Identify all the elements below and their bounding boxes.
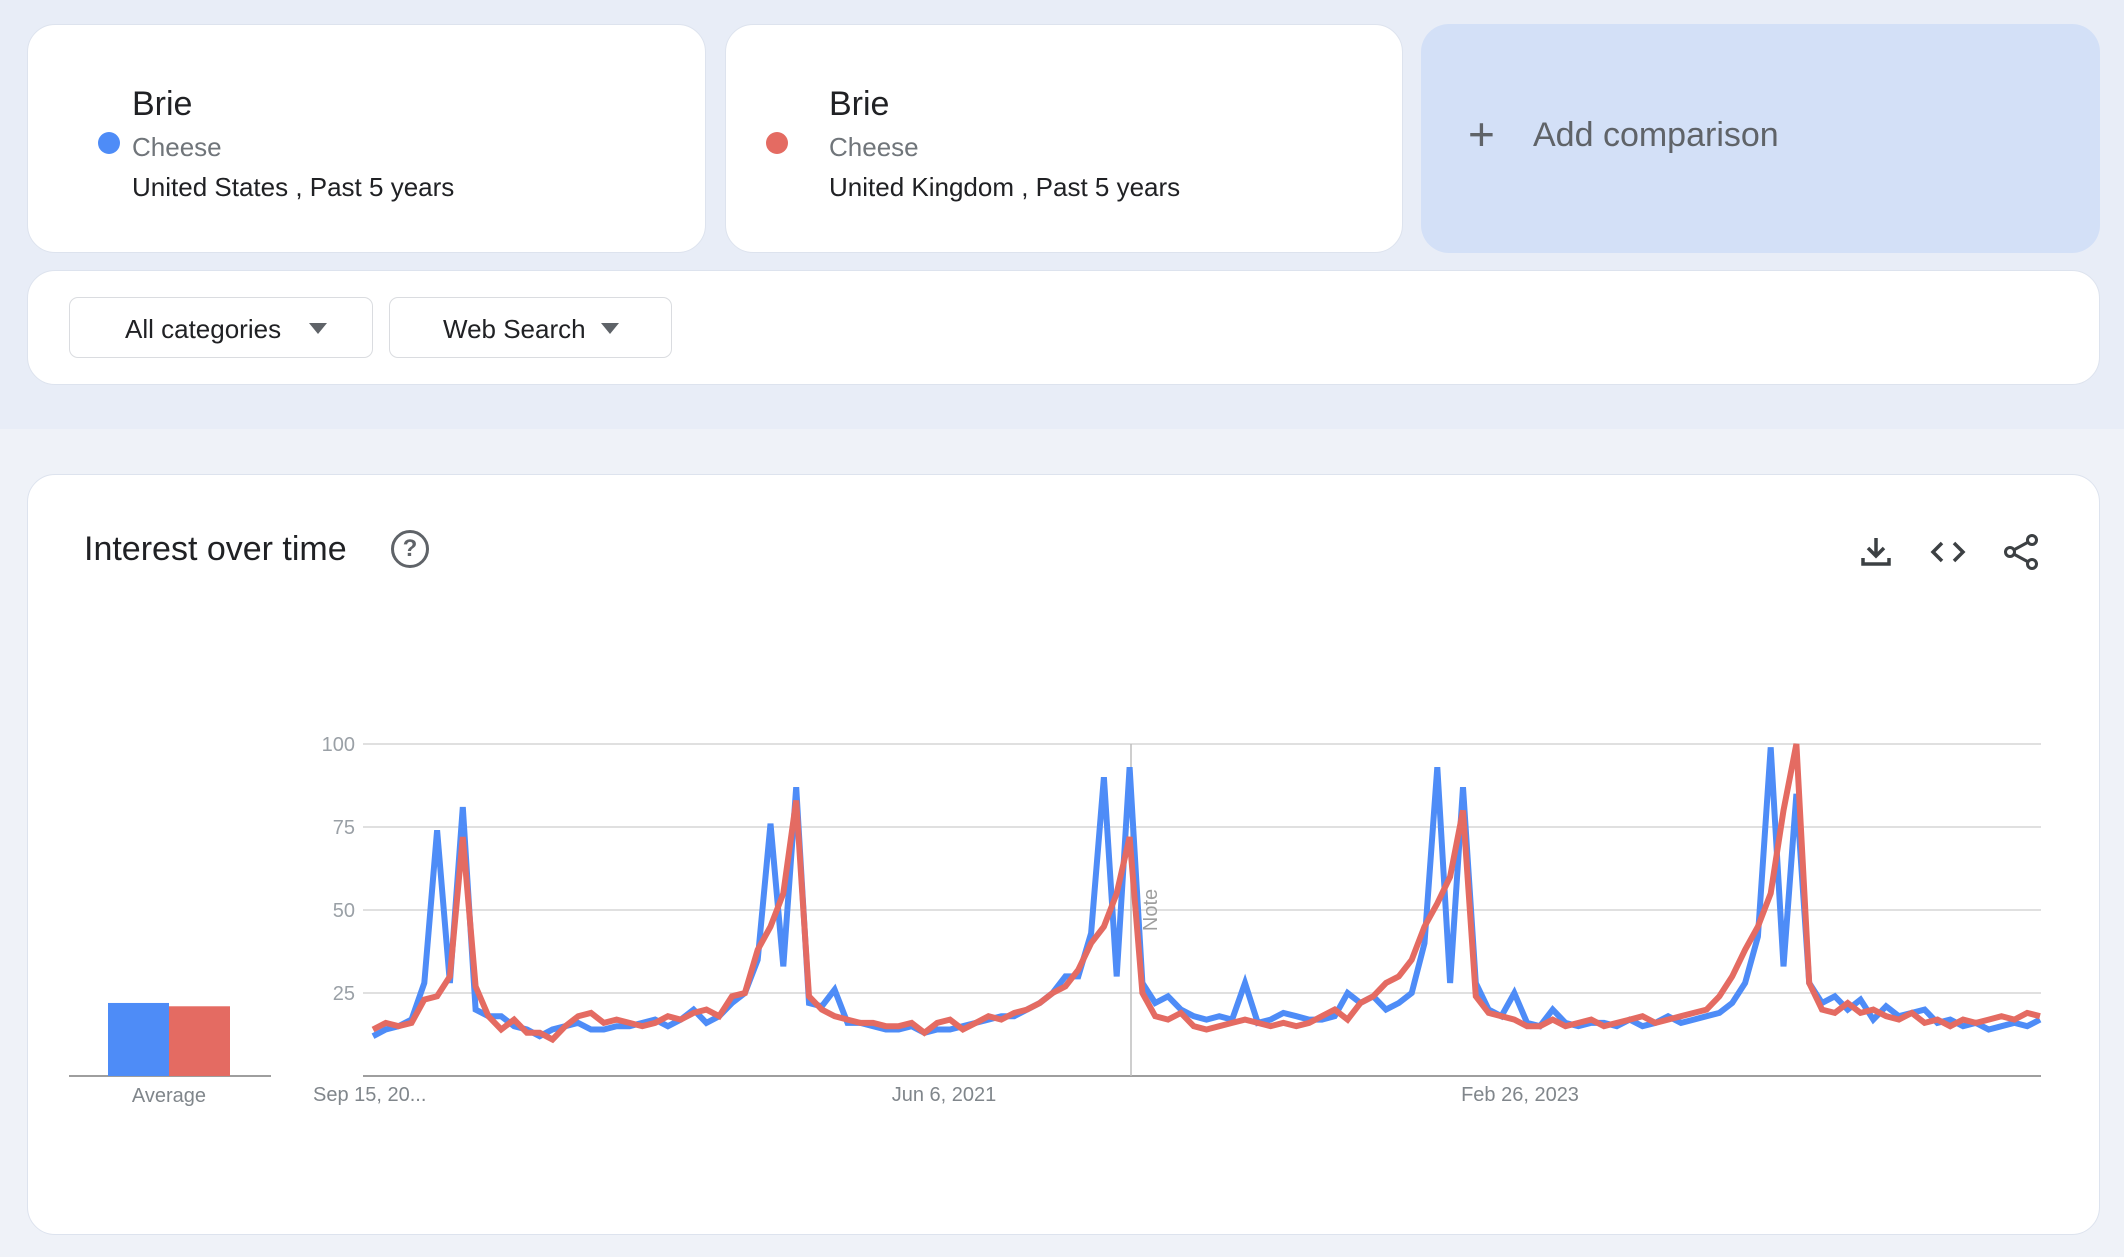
average-bar xyxy=(108,1002,169,1076)
share-icon[interactable] xyxy=(2001,532,2041,572)
category-dropdown-label: All categories xyxy=(125,314,282,344)
x-tick-label: Jun 6, 2021 xyxy=(892,1084,997,1106)
search-type-dropdown-label: Web Search xyxy=(443,314,586,344)
search-term: Brie xyxy=(132,85,193,123)
add-comparison-label: Add comparison xyxy=(1533,116,1779,154)
series-line-2 xyxy=(371,743,2041,1044)
help-icon[interactable]: ? xyxy=(391,530,429,568)
category-dropdown[interactable]: All categories xyxy=(69,297,373,358)
interest-over-time-panel xyxy=(27,474,2100,1235)
y-tick-label: 50 xyxy=(333,900,355,922)
term-region-period[interactable]: United Kingdom , Past 5 years xyxy=(829,172,1181,202)
average-label: Average xyxy=(132,1085,206,1107)
panel-title: Interest over time xyxy=(84,530,347,568)
series-line-1 xyxy=(371,747,2042,1040)
embed-code-icon[interactable] xyxy=(1928,532,1968,572)
term-region-period[interactable]: United States , Past 5 years xyxy=(132,172,455,202)
term-category: Cheese xyxy=(829,132,919,162)
plus-icon: + xyxy=(1468,108,1495,160)
note-label[interactable]: Note xyxy=(1140,889,1162,931)
search-type-dropdown[interactable]: Web Search xyxy=(389,297,672,358)
term-category: Cheese xyxy=(132,132,222,162)
search-term: Brie xyxy=(829,85,890,123)
average-bar xyxy=(169,1006,230,1076)
chevron-down-icon xyxy=(309,323,327,334)
comparison-card-1[interactable]: Brie Cheese United States , Past 5 years xyxy=(27,24,706,253)
series-color-dot xyxy=(98,132,120,154)
series-color-dot xyxy=(766,132,788,154)
y-tick-label: 75 xyxy=(333,817,355,839)
filter-bar xyxy=(27,270,2100,385)
chevron-down-icon xyxy=(601,323,619,334)
download-icon[interactable] xyxy=(1856,532,1896,572)
add-comparison-button[interactable]: + Add comparison xyxy=(1421,24,2100,253)
x-tick-label: Sep 15, 20... xyxy=(313,1084,426,1106)
y-tick-label: 25 xyxy=(333,983,355,1005)
y-tick-label: 100 xyxy=(322,734,355,756)
x-tick-label: Feb 26, 2023 xyxy=(1461,1084,1579,1106)
comparison-card-2[interactable]: Brie Cheese United Kingdom , Past 5 year… xyxy=(725,24,1403,253)
